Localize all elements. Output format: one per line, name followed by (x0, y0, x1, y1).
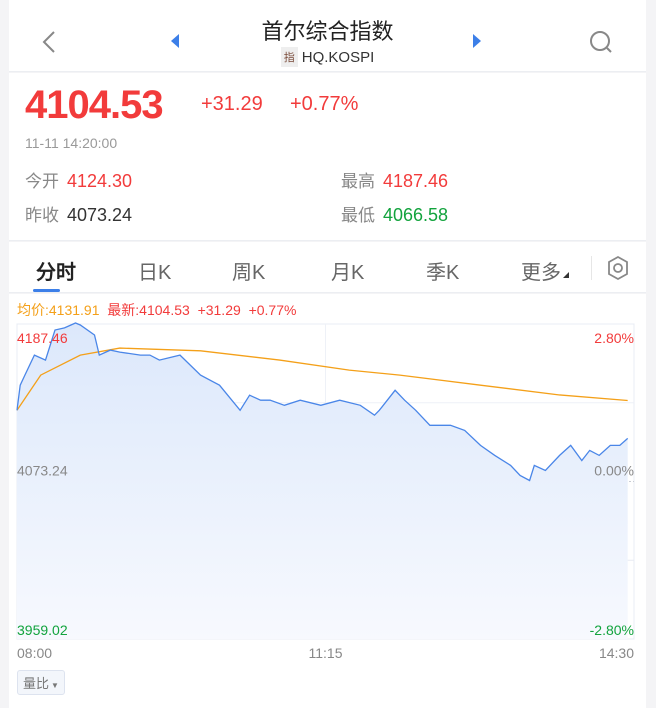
price-change: +31.29 (201, 93, 263, 115)
intraday-chart-panel: 均价:4131.91 最新:4104.53 +31.29 +0.77% 4187… (9, 294, 646, 708)
tab-monthly[interactable]: 月K (331, 262, 365, 284)
prev-close-row: 昨收 4073.24 (25, 205, 133, 225)
dropdown-corner-icon (563, 272, 569, 278)
high-row: 最高 4187.46 (341, 171, 449, 191)
y-label-high: 4187.46 (17, 330, 68, 346)
active-tab-indicator (33, 289, 60, 292)
quote-panel: 4104.53 +31.29 +0.77% 11-11 14:20:00 今开 4… (9, 73, 646, 241)
header: 首尔综合指数 指 HQ.KOSPI (9, 0, 646, 72)
price-line (16, 322, 629, 482)
open-row: 今开 4124.30 (25, 171, 133, 191)
index-code: HQ.KOSPI (301, 49, 375, 66)
intraday-chart[interactable]: 4187.46 4073.24 3959.02 2.80% 0.00% -2.80% 08:… (9, 294, 646, 708)
tab-daily[interactable]: 日K (138, 262, 172, 284)
y-label-base: 4073.24 (17, 463, 68, 479)
tab-weekly[interactable]: 周K (232, 262, 266, 284)
index-tag: 指 (280, 47, 298, 67)
last-price: 4104.53 (25, 83, 164, 127)
y-label-pct-low: -2.80% (590, 622, 634, 638)
tab-more[interactable]: 更多 (521, 256, 570, 285)
chart-info: 均价:4131.91 最新:4104.53 +31.29 +0.77% (17, 302, 297, 318)
caret-down-icon: ▼ (51, 681, 59, 690)
y-label-pct-base: 0.00% (594, 463, 634, 479)
y-label-low: 3959.02 (17, 622, 68, 638)
page-title: 首尔综合指数 (261, 19, 394, 44)
prev-triangle-icon[interactable] (169, 33, 181, 49)
x-label: 11:15 (309, 645, 343, 661)
x-label: 08:00 (17, 645, 52, 661)
indicator-select-button[interactable]: 量比 ▼ (17, 670, 65, 695)
tab-quarterly[interactable]: 季K (426, 262, 460, 284)
x-label: 14:30 (599, 645, 634, 661)
divider (591, 256, 592, 280)
tab-intraday[interactable]: 分时 (36, 262, 76, 284)
search-icon[interactable] (589, 30, 615, 56)
settings-icon[interactable] (606, 255, 630, 281)
low-row: 最低 4066.58 (341, 205, 449, 225)
y-label-pct-high: 2.80% (594, 330, 634, 346)
quote-time: 11-11 14:20:00 (25, 135, 118, 151)
subtitle: 指 HQ.KOSPI (9, 47, 646, 67)
chevron-left-icon[interactable] (41, 30, 57, 54)
price-area (17, 323, 628, 639)
avg-price: 均价:4131.91 (17, 302, 100, 318)
price-change-pct: +0.77% (290, 93, 359, 115)
period-tabs: 分时 日K 周K 月K 季K 更多 (9, 242, 646, 293)
avg-price-line (16, 347, 628, 411)
next-triangle-icon[interactable] (471, 33, 483, 49)
latest-price: 最新:4104.53 (107, 302, 190, 318)
